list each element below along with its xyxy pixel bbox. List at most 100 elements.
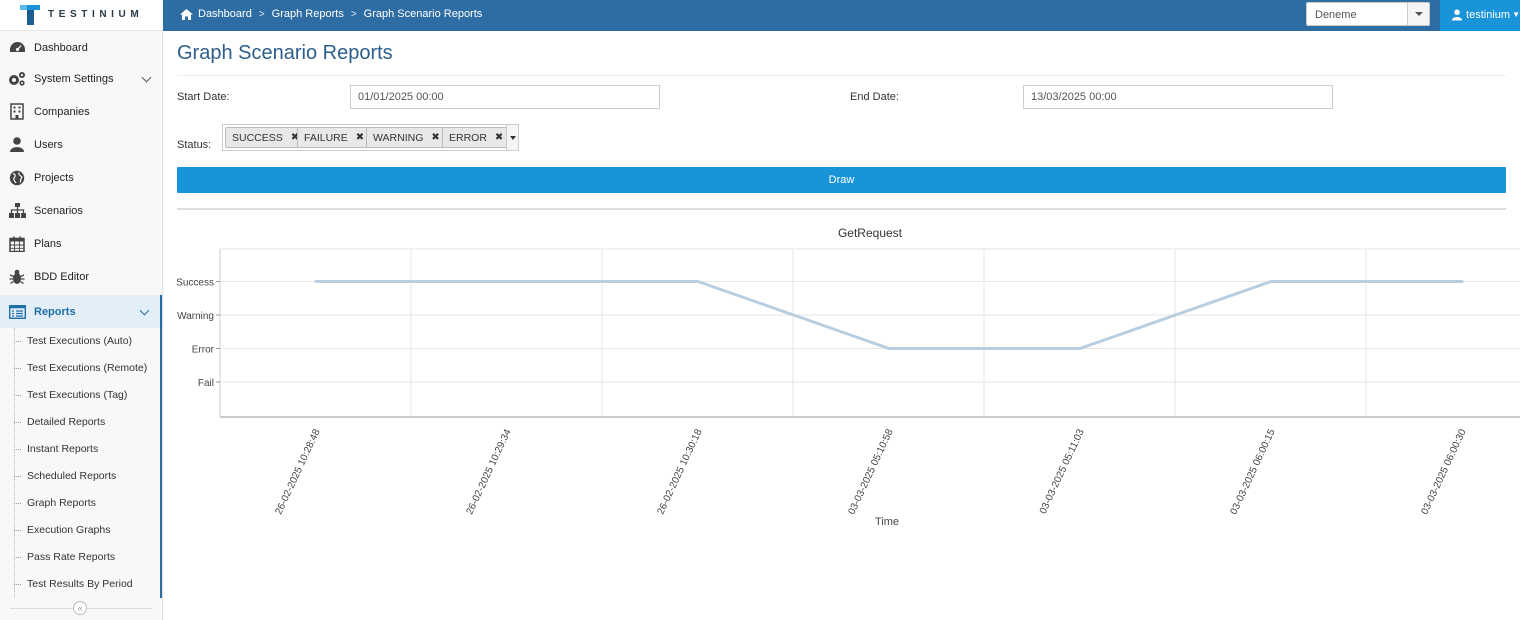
data-point — [1460, 280, 1464, 283]
user-name: testinium — [1466, 9, 1511, 21]
sidebar-item-label: Users — [34, 138, 63, 151]
status-tag-label: ERROR — [449, 132, 487, 144]
sidebar-item-label: Dashboard — [34, 41, 88, 54]
submenu-item-instant-reports[interactable]: Instant Reports — [0, 436, 160, 463]
data-point — [1269, 280, 1273, 283]
sitemap-icon — [8, 202, 26, 220]
chevron-down-icon[interactable] — [1407, 3, 1429, 25]
project-select[interactable]: Deneme — [1306, 2, 1430, 26]
submenu-item-test-executions-auto[interactable]: Test Executions (Auto) — [0, 328, 160, 355]
status-tag-warning[interactable]: WARNING ✖ — [366, 127, 447, 148]
submenu-tree-line — [14, 328, 15, 598]
y-tick-label: Fail — [198, 378, 214, 389]
status-tag-label: FAILURE — [304, 132, 348, 144]
chevron-down-icon — [141, 72, 152, 83]
sidebar-item-label: Scenarios — [34, 204, 83, 217]
line-chart: GetRequest Fail Error Warning Success 26-02-2… — [176, 226, 1520, 528]
main-content: Graph Scenario Reports Start Date: 01/01… — [163, 31, 1520, 620]
submenu-item-scheduled-reports[interactable]: Scheduled Reports — [0, 463, 160, 490]
sidebar-item-label: Plans — [34, 237, 62, 250]
submenu-item-test-executions-remote[interactable]: Test Executions (Remote) — [0, 355, 160, 382]
data-point — [887, 347, 891, 350]
chart-title: GetRequest — [838, 226, 903, 240]
x-tick-label: 03-03-2025 06:00:30 — [1420, 427, 1469, 516]
start-date-label: Start Date: — [177, 91, 230, 103]
reports-submenu: Test Executions (Auto) Test Executions (… — [0, 328, 162, 598]
globe-icon — [8, 169, 26, 187]
sidebar: Dashboard System Settings Companies User… — [0, 31, 163, 620]
status-label: Status: — [177, 139, 212, 151]
status-multiselect[interactable]: SUCCESS ✖ FAILURE ✖ WARNING ✖ ERROR ✖ — [222, 124, 519, 151]
list-icon — [8, 303, 26, 321]
submenu-item-detailed-reports[interactable]: Detailed Reports — [0, 409, 160, 436]
user-icon — [1452, 9, 1463, 21]
sidebar-item-companies[interactable]: Companies — [0, 95, 162, 128]
breadcrumb-dashboard[interactable]: Dashboard — [198, 8, 252, 20]
x-tick-label: 03-03-2025 06:00:15 — [1229, 427, 1278, 516]
submenu-item-execution-graphs[interactable]: Execution Graphs — [0, 517, 160, 544]
top-navbar: TESTINIUM Dashboard > Graph Reports > Gr… — [0, 0, 1520, 31]
remove-tag-icon[interactable]: ✖ — [290, 132, 300, 143]
breadcrumb-separator: > — [350, 8, 357, 20]
end-date-input[interactable]: 13/03/2025 00:00 — [1023, 85, 1333, 109]
start-date-input[interactable]: 01/01/2025 00:00 — [350, 85, 660, 109]
y-tick-label: Error — [192, 345, 215, 356]
breadcrumb-current: Graph Scenario Reports — [363, 8, 483, 20]
x-tick-label: 26-02-2025 10:29:34 — [465, 427, 514, 516]
chart-container: GetRequest Fail Error Warning Success 26-02-2… — [163, 221, 1520, 574]
submenu-item-graph-reports[interactable]: Graph Reports — [0, 490, 160, 517]
data-point — [505, 280, 509, 283]
status-tag-failure[interactable]: FAILURE ✖ — [297, 127, 372, 148]
dashboard-icon — [8, 39, 26, 57]
brand[interactable]: TESTINIUM — [0, 0, 163, 31]
data-point — [1078, 347, 1082, 350]
status-tag-error[interactable]: ERROR ✖ — [442, 127, 511, 148]
caret-down-icon: ▼ — [1512, 10, 1520, 19]
sidebar-item-bdd-editor[interactable]: BDD Editor — [0, 260, 162, 293]
sidebar-item-label: Companies — [34, 105, 90, 118]
sidebar-item-scenarios[interactable]: Scenarios — [0, 194, 162, 227]
sidebar-item-label: System Settings — [34, 72, 114, 85]
chevron-down-icon — [139, 305, 150, 316]
sidebar-item-reports[interactable]: Reports — [0, 295, 162, 328]
page-title: Graph Scenario Reports — [177, 42, 393, 64]
calendar-icon — [8, 235, 26, 253]
section-divider — [177, 208, 1506, 210]
sidebar-item-dashboard[interactable]: Dashboard — [0, 31, 162, 64]
sidebar-collapse-icon[interactable]: « — [73, 601, 87, 615]
sidebar-item-plans[interactable]: Plans — [0, 227, 162, 260]
testinium-logo-icon — [20, 5, 40, 25]
breadcrumb-graph-reports[interactable]: Graph Reports — [271, 8, 344, 20]
x-tick-label: 26-02-2025 10:30:18 — [656, 427, 705, 516]
sidebar-item-label: Projects — [34, 171, 74, 184]
user-icon — [8, 136, 26, 154]
x-tick-label: 03-03-2025 05:10:58 — [847, 427, 896, 516]
sidebar-item-label: Reports — [34, 305, 76, 318]
home-icon — [180, 8, 193, 20]
status-tag-label: SUCCESS — [232, 132, 283, 144]
draw-button[interactable]: Draw — [177, 167, 1506, 193]
sidebar-item-system-settings[interactable]: System Settings — [0, 62, 162, 95]
brand-name: TESTINIUM — [48, 9, 144, 20]
status-tag-success[interactable]: SUCCESS ✖ — [225, 127, 307, 148]
sidebar-item-projects[interactable]: Projects — [0, 161, 162, 194]
project-select-value: Deneme — [1315, 9, 1357, 21]
data-point — [314, 280, 318, 283]
building-icon — [8, 103, 26, 121]
remove-tag-icon[interactable]: ✖ — [494, 132, 504, 143]
breadcrumb-separator: > — [258, 8, 265, 20]
x-tick-label: 26-02-2025 10:28:48 — [274, 427, 323, 516]
chevron-down-icon[interactable] — [506, 125, 518, 150]
x-tick-label: 03-03-2025 05:11:03 — [1038, 427, 1087, 516]
bug-icon — [8, 268, 26, 286]
end-date-label: End Date: — [850, 91, 899, 103]
submenu-item-test-executions-tag[interactable]: Test Executions (Tag) — [0, 382, 160, 409]
title-divider — [177, 75, 1506, 76]
user-menu[interactable]: testinium ▼ — [1440, 0, 1520, 31]
x-axis-label: Time — [875, 516, 899, 528]
submenu-item-pass-rate-reports[interactable]: Pass Rate Reports — [0, 544, 160, 571]
remove-tag-icon[interactable]: ✖ — [355, 132, 365, 143]
remove-tag-icon[interactable]: ✖ — [431, 132, 440, 143]
sidebar-item-users[interactable]: Users — [0, 128, 162, 161]
submenu-item-test-results-by-period[interactable]: Test Results By Period — [0, 571, 160, 598]
